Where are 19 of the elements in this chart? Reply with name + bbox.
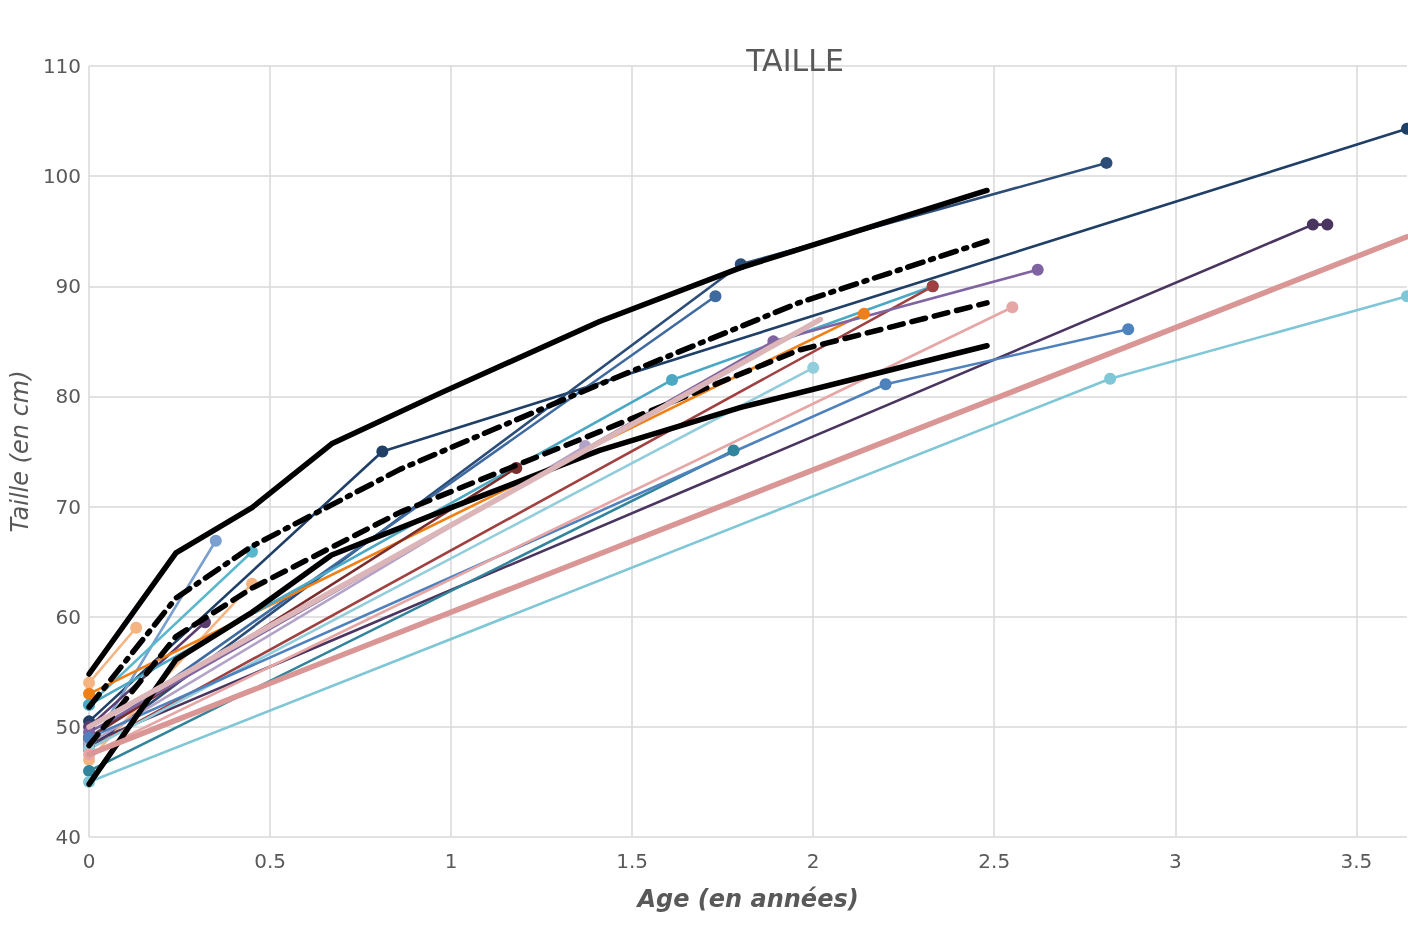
- x-tick-label: 0.5: [254, 849, 287, 873]
- y-axis-title: Taille (en cm): [6, 370, 34, 533]
- x-tick-label: 0: [82, 849, 96, 873]
- x-tick-label: 1: [444, 849, 458, 873]
- x-tick-label: 2: [806, 849, 820, 873]
- x-tick-label: 2.5: [978, 849, 1011, 873]
- y-tick-label: 40: [55, 825, 82, 849]
- x-axis-title: Age (en années): [635, 885, 859, 913]
- chart-title: TAILLE: [745, 42, 844, 78]
- x-tick-label: 3.5: [1340, 849, 1373, 873]
- y-tick-label: 80: [55, 384, 82, 409]
- y-tick-label: 110: [42, 54, 82, 78]
- y-tick-label: 90: [55, 274, 82, 299]
- x-tick-label: 1.5: [616, 849, 649, 873]
- y-tick-label: 100: [42, 164, 82, 189]
- x-tick-label: 3: [1168, 849, 1182, 873]
- y-tick-label: 50: [55, 714, 82, 739]
- y-tick-label: 60: [55, 604, 82, 629]
- y-tick-label: 70: [55, 494, 82, 519]
